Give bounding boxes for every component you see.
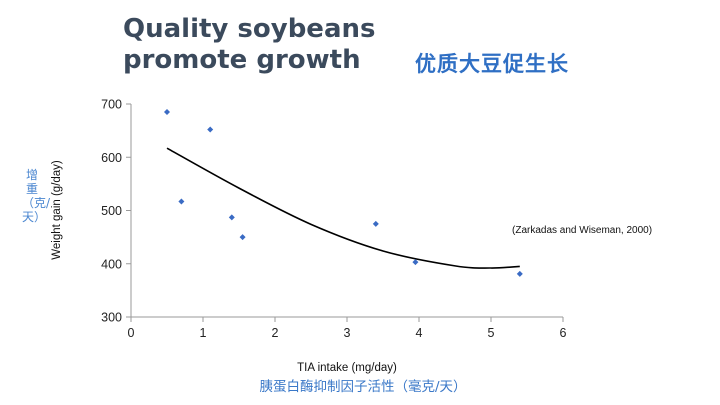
data-points — [164, 108, 523, 277]
chart-title: Quality soybeans promote growth — [123, 14, 375, 76]
data-point — [178, 198, 185, 205]
trendline — [166, 147, 520, 269]
y-tick-label: 600 — [101, 151, 122, 165]
x-axis-label-chinese: 胰蛋白酶抑制因子活性（毫克/天） — [259, 379, 467, 395]
data-point — [516, 270, 523, 277]
x-tick-label: 6 — [560, 326, 567, 340]
x-tick-label: 3 — [344, 326, 351, 340]
chart-labels: 300 400 500 600 700 0 1 2 3 4 5 6 TIA intake (mg/day… — [51, 98, 652, 375]
y-axis-label: Weight gain (g/day) — [51, 160, 63, 260]
x-tick-label: 2 — [272, 326, 279, 340]
axes — [126, 103, 564, 322]
x-tick-label: 1 — [200, 326, 207, 340]
data-point — [239, 234, 246, 241]
citation-annotation: (Zarkadas and Wiseman, 2000) — [512, 225, 652, 236]
x-tick-label: 5 — [488, 326, 495, 340]
x-tick-label: 0 — [128, 326, 135, 340]
data-point — [412, 259, 419, 266]
y-tick-label: 500 — [101, 204, 122, 218]
data-point — [372, 220, 379, 227]
data-point — [164, 108, 170, 115]
trendline-group — [166, 147, 520, 269]
data-point — [228, 214, 235, 221]
chart-title-line-2: promote growth — [123, 45, 361, 75]
y-tick-label: 300 — [101, 311, 122, 325]
y-tick-label: 700 — [101, 98, 122, 112]
x-tick-label: 4 — [416, 326, 423, 340]
chart-title-line-1: Quality soybeans — [123, 14, 376, 44]
x-axis-label: TIA intake (mg/day) — [297, 362, 397, 374]
y-tick-label: 400 — [101, 257, 122, 271]
data-point — [207, 126, 214, 133]
chart-title-chinese: 优质大豆促生长 — [415, 52, 569, 76]
